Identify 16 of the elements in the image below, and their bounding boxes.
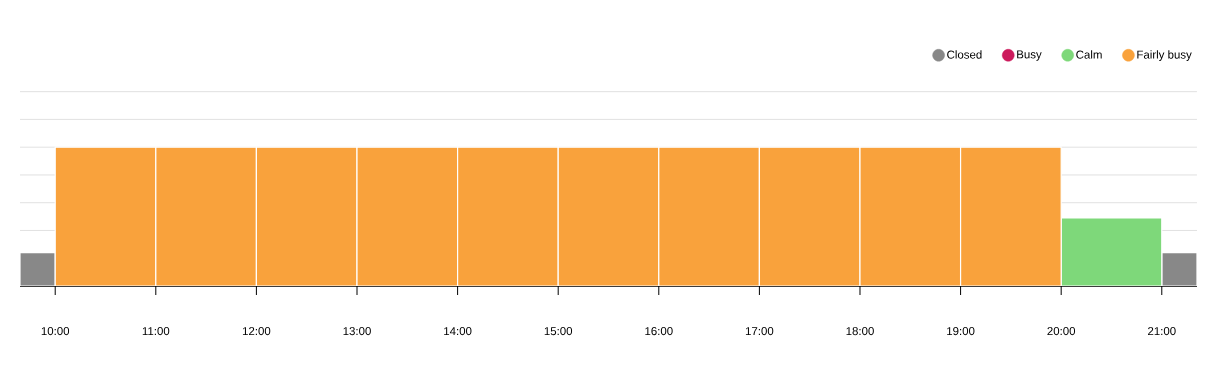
x-tick-label: 10:00 [41, 327, 70, 336]
x-tick-label: 19:00 [947, 327, 975, 336]
x-tick-label: 20:00 [1047, 327, 1076, 336]
legend-label: Busy [1017, 50, 1042, 61]
legend-label: Closed [947, 50, 982, 59]
x-tick-label: 15:00 [544, 327, 573, 336]
x-tick-label: 16:00 [645, 327, 673, 336]
x-tick-label: 17:00 [745, 327, 774, 336]
legend-label: Fairly busy [1137, 50, 1192, 61]
x-tick-label: 14:00 [444, 327, 472, 336]
x-tick-label: 21:00 [1148, 327, 1176, 336]
x-tick-label: 13:00 [343, 327, 371, 336]
x-tick-label: 12:00 [242, 327, 271, 336]
x-tick-label: 18:00 [846, 327, 874, 336]
legend-label: Calm [1076, 50, 1102, 59]
x-tick-label: 11:00 [142, 327, 170, 336]
